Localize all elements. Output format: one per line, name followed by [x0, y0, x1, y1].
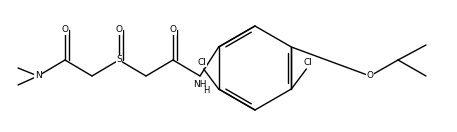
Text: Cl: Cl	[197, 58, 206, 67]
Text: NH: NH	[193, 80, 207, 89]
Text: O: O	[62, 25, 69, 34]
Text: S: S	[116, 55, 122, 65]
Text: H: H	[203, 86, 209, 95]
Text: O: O	[367, 72, 373, 81]
Text: O: O	[116, 25, 122, 34]
Text: Cl: Cl	[304, 58, 313, 67]
Text: O: O	[170, 25, 176, 34]
Text: N: N	[35, 72, 42, 81]
